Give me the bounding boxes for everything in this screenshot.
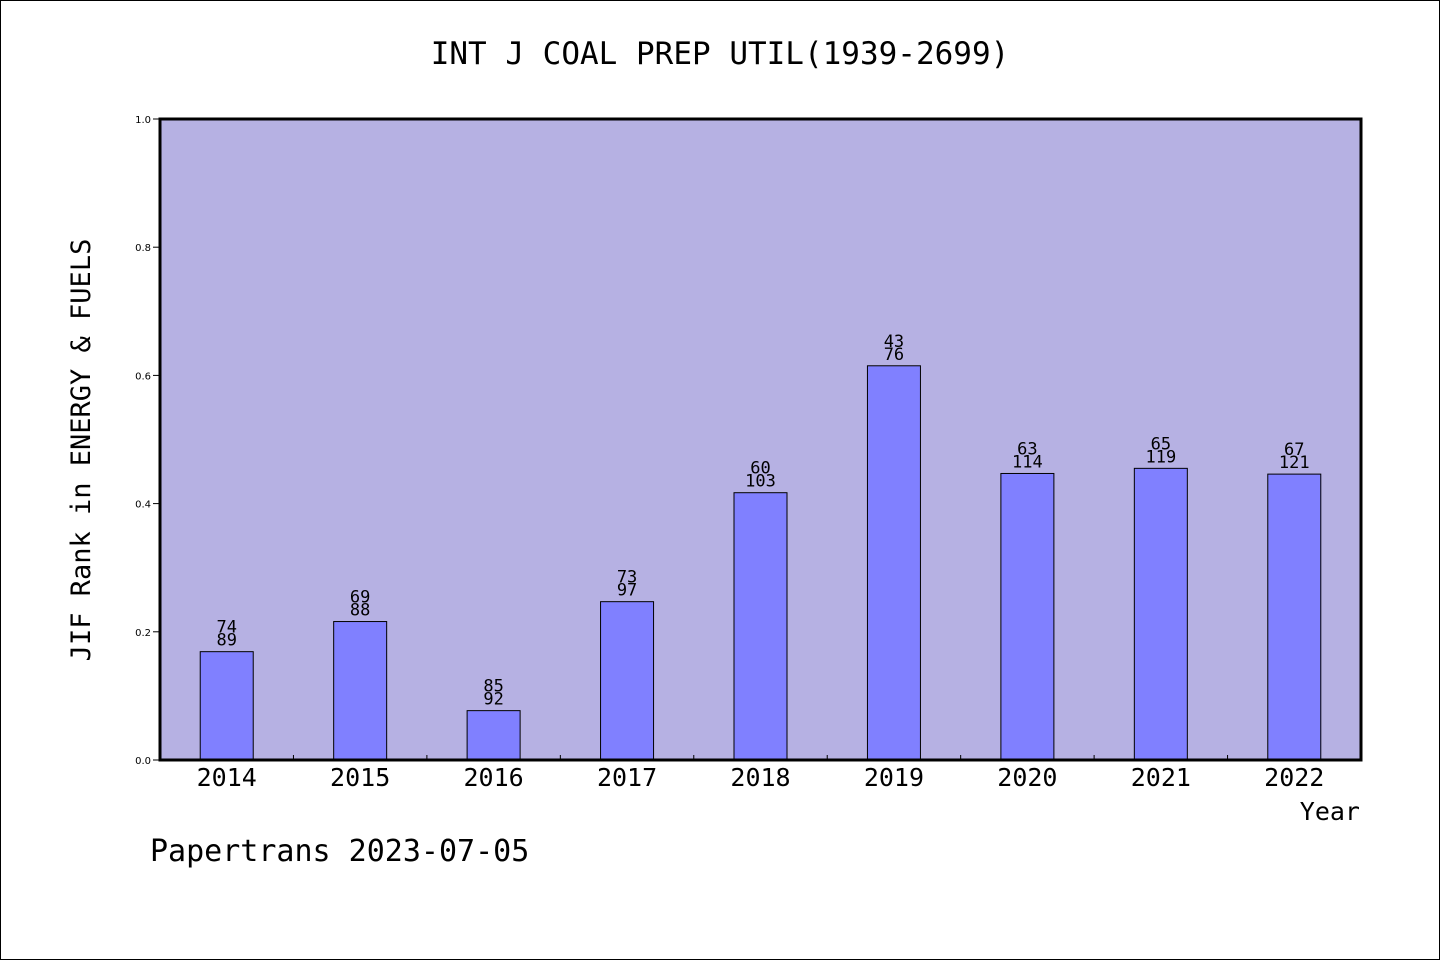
x-tick-label: 2021 bbox=[1131, 763, 1191, 792]
bar-label-rank: 74 bbox=[216, 618, 236, 638]
bar-label-total: 103 bbox=[745, 472, 776, 492]
chart-title: INT J COAL PREP UTIL(1939-2699) bbox=[430, 36, 1010, 72]
bar-label-rank: 85 bbox=[483, 677, 503, 697]
bar-label-total: 114 bbox=[1012, 452, 1043, 472]
bar-label-total: 89 bbox=[216, 631, 236, 651]
bar-label-total: 119 bbox=[1145, 447, 1176, 467]
x-tick-label: 2020 bbox=[997, 763, 1057, 792]
bar-label-rank: 67 bbox=[1284, 440, 1304, 460]
x-tick-label: 2019 bbox=[864, 763, 924, 792]
y-tick-label: 0.6 bbox=[135, 371, 151, 382]
bar-2014 bbox=[199, 651, 254, 761]
bar-label-rank: 63 bbox=[1017, 439, 1037, 459]
y-tick-label: 0.0 bbox=[135, 756, 151, 767]
bar-2022 bbox=[1267, 473, 1322, 761]
x-tick-label: 2015 bbox=[330, 763, 390, 792]
bar-2019 bbox=[866, 365, 921, 761]
x-tick-label: 2018 bbox=[730, 763, 790, 792]
y-tick-label: 1.0 bbox=[135, 115, 151, 126]
bar-label-rank: 43 bbox=[884, 332, 904, 352]
bar-2018 bbox=[733, 492, 788, 761]
x-tick-label: 2017 bbox=[597, 763, 657, 792]
bar-label-total: 76 bbox=[884, 345, 904, 365]
plot-border bbox=[158, 117, 1363, 762]
bar-label-rank: 73 bbox=[617, 568, 637, 588]
bar-2015 bbox=[333, 621, 388, 761]
footer-date: Papertrans 2023-07-05 bbox=[150, 834, 530, 869]
x-axis-label: Year bbox=[1300, 797, 1360, 826]
y-tick-label: 0.4 bbox=[135, 500, 151, 511]
bar-label-total: 97 bbox=[617, 581, 637, 601]
bar-2016 bbox=[466, 710, 521, 761]
bar-label-total: 88 bbox=[350, 601, 370, 621]
y-tick-label: 0.8 bbox=[135, 243, 151, 254]
bar-label-total: 121 bbox=[1279, 453, 1310, 473]
bar-2021 bbox=[1133, 467, 1188, 761]
y-tick-label: 0.2 bbox=[135, 628, 151, 639]
x-tick-label: 2016 bbox=[464, 763, 524, 792]
bar-label-rank: 69 bbox=[350, 588, 370, 608]
y-axis-label: JIF Rank in ENERGY & FUELS bbox=[66, 239, 97, 662]
bar-2017 bbox=[600, 601, 655, 761]
x-tick-label: 2022 bbox=[1264, 763, 1324, 792]
bar-label-rank: 65 bbox=[1151, 434, 1171, 454]
bar-label-rank: 60 bbox=[750, 459, 770, 479]
bar-label-total: 92 bbox=[483, 690, 503, 710]
x-tick-label: 2014 bbox=[197, 763, 257, 792]
bar-2020 bbox=[1000, 472, 1055, 761]
